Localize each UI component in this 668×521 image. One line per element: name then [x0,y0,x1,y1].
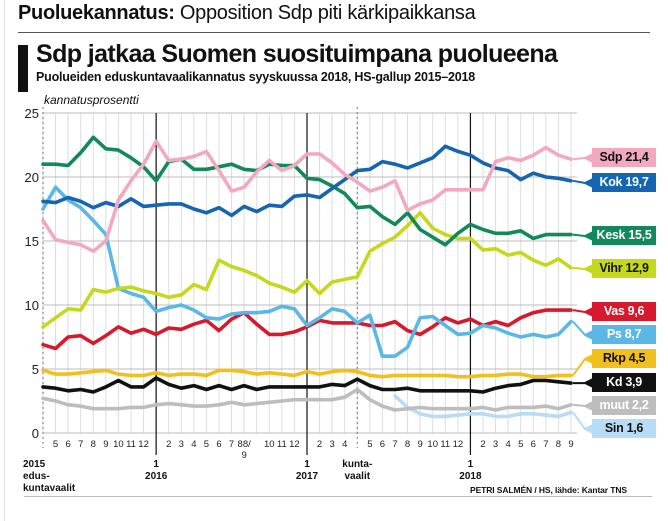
x-tick-label: 7 [229,439,234,450]
x-tick-label: 9 [417,439,422,450]
x-tick-label: 12 [453,439,464,450]
legend-connector [572,307,594,317]
legend-item-rkp: Rkp 4,5 [592,349,656,368]
x-tick-label: 11 [277,439,287,450]
x-tick-label: 4 [191,439,196,450]
x-tick-label: 10 [113,439,124,450]
x-tick-label: 4 [505,439,510,450]
x-tick-label: 5 [518,439,523,450]
legend-connector [572,320,594,340]
series-line-sin [393,394,573,419]
x-tick-label: 11 [126,439,136,450]
y-tick-label: 10 [25,298,39,313]
x-tick-label: 2 [166,439,171,450]
x-tick-label: 10 [264,439,275,450]
x-tick-label: 5 [204,439,209,450]
x-tick-label: 5 [367,439,372,450]
x-tick-label: 2 [317,439,322,450]
series-line-rkp [41,368,573,379]
legend-item-kesk: Kesk 15,5 [592,226,656,245]
x-tick-label: 8 [556,439,561,450]
legend-item-vihr: Vihr 12,9 [592,259,656,278]
major-marker-label: kunta- [342,459,372,470]
x-tick-label: 2 [480,439,485,450]
chart-subtitle: Puolueiden eduskuntavaalikannatus syysku… [36,70,475,84]
bottom-divider [24,496,652,497]
legend-item-sdp: Sdp 21,4 [592,148,656,167]
major-marker-label: kuntavaalit [23,483,76,494]
series-line-sdp [41,139,573,253]
major-marker-label: 2016 [145,471,168,482]
series-line-muut [41,387,573,412]
legend-item-sin: Sin 1,6 [592,419,656,438]
series-line-kok [41,144,573,218]
x-tick-label: 11 [440,439,450,450]
major-marker-label: 1 [153,459,159,470]
x-tick-label: 12 [289,439,300,450]
legend-item-kok: Kok 19,7 [592,173,656,192]
x-tick-label: 12 [138,439,149,450]
x-tick-label: 3 [493,439,498,450]
frame-border [4,0,5,521]
kicker-bold: Puoluekannatus: [18,2,175,24]
x-tick-label: 8 [91,439,96,450]
x-tick-label: 9 [568,439,573,450]
source-credit: PETRI SALMÉN / HS, lähde: Kantar TNS [470,485,627,495]
legend-item-ps: Ps 8,7 [592,325,656,344]
major-marker-label: edus- [23,471,50,482]
x-tick-label: 3 [329,439,334,450]
x-tick-label: 6 [531,439,536,450]
title-accent-bar [18,45,28,92]
y-axis-label: kannatusprosentti [44,93,139,107]
legend-item-muut: muut 2,2 [592,396,656,415]
x-tick-label: 88/ [238,439,252,450]
x-tick-label: 7 [543,439,548,450]
x-tick-label: 6 [380,439,385,450]
x-tick-label: 6 [216,439,221,450]
legend-connector [572,178,594,188]
major-marker-label: 1 [468,459,474,470]
major-marker-label: 2015 [23,459,46,470]
x-tick-label: 5 [53,439,58,450]
series-line-vihr [41,211,573,329]
series-line-ps [41,185,573,358]
legend-connector [572,411,594,434]
major-marker-label: 1 [304,459,310,470]
x-tick-label: 4 [342,439,347,450]
legend-connector [572,354,594,376]
x-tick-label: 7 [392,439,397,450]
y-tick-label: 5 [32,362,39,377]
legend-item-vas: Vas 9,6 [592,302,656,321]
major-marker-label: vaalit [344,471,370,482]
series-line-kd [41,376,573,394]
major-marker-label: 2018 [459,471,482,482]
chart-title: Sdp jatkaa Suomen suosituimpana puolueen… [36,40,558,68]
x-tick-label: 7 [78,439,83,450]
legend-connector [572,264,594,274]
x-tick-label: 6 [65,439,70,450]
x-tick-label: 9 [241,450,246,461]
x-tick-label: 9 [103,439,108,450]
x-tick-label: 3 [179,439,184,450]
legend-connector [572,153,594,163]
legend-connector [572,231,594,241]
legend-connector [572,401,594,411]
legend-connector [572,378,594,388]
series-line-kesk [41,135,573,247]
kicker-divider [18,32,650,33]
kicker-text: Opposition Sdp piti kärkipaikkansa [174,2,476,24]
y-tick-label: 20 [25,170,39,185]
legend-item-kd: Kd 3,9 [592,373,656,392]
major-marker-label: 2017 [296,471,319,482]
x-tick-label: 10 [427,439,438,450]
kicker-headline: Puoluekannatus: Opposition Sdp piti kärk… [18,2,476,25]
y-tick-label: 25 [25,106,39,121]
y-tick-label: 0 [32,426,39,441]
x-tick-label: 8 [405,439,410,450]
y-tick-label: 15 [25,234,39,249]
